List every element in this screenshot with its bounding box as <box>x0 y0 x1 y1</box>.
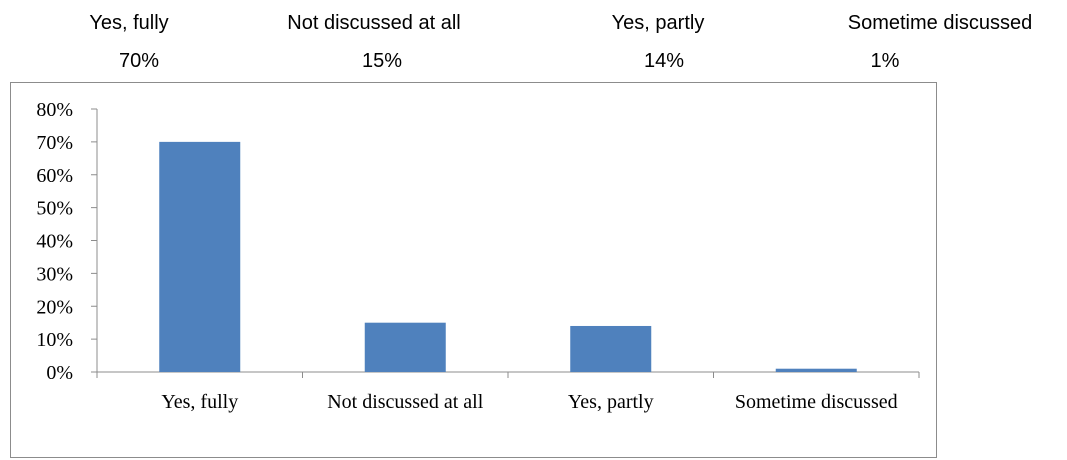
header-item-3-value: 14% <box>643 50 685 72</box>
bar <box>159 141 241 372</box>
bar <box>364 322 446 372</box>
header-item-3-label: Yes, partly <box>611 12 705 34</box>
y-tick-label: 10% <box>36 329 73 351</box>
header-item-2-value: 15% <box>361 50 403 72</box>
x-category-label: Not discussed at all <box>327 391 484 413</box>
chart-frame <box>10 82 937 458</box>
y-tick-label: 40% <box>36 231 73 253</box>
y-tick-label: 50% <box>36 198 73 220</box>
header-item-2-label: Not discussed at all <box>287 12 461 34</box>
y-tick-label: 70% <box>36 132 73 154</box>
header-item-4-label: Sometime discussed <box>847 12 1033 34</box>
y-tick-label: 0% <box>46 362 73 384</box>
y-tick-label: 80% <box>36 99 73 121</box>
bar <box>775 368 857 372</box>
y-tick-label: 60% <box>36 165 73 187</box>
x-category-label: Sometime discussed <box>735 391 898 413</box>
header-item-1-value: 70% <box>118 50 160 72</box>
x-category-label: Yes, partly <box>568 391 654 413</box>
y-tick-label: 20% <box>36 296 73 318</box>
x-category-label: Yes, fully <box>161 391 238 413</box>
header-item-4-value: 1% <box>870 50 900 72</box>
header-item-1-label: Yes, fully <box>89 12 169 34</box>
y-tick-label: 30% <box>36 263 73 285</box>
bar <box>570 325 652 372</box>
